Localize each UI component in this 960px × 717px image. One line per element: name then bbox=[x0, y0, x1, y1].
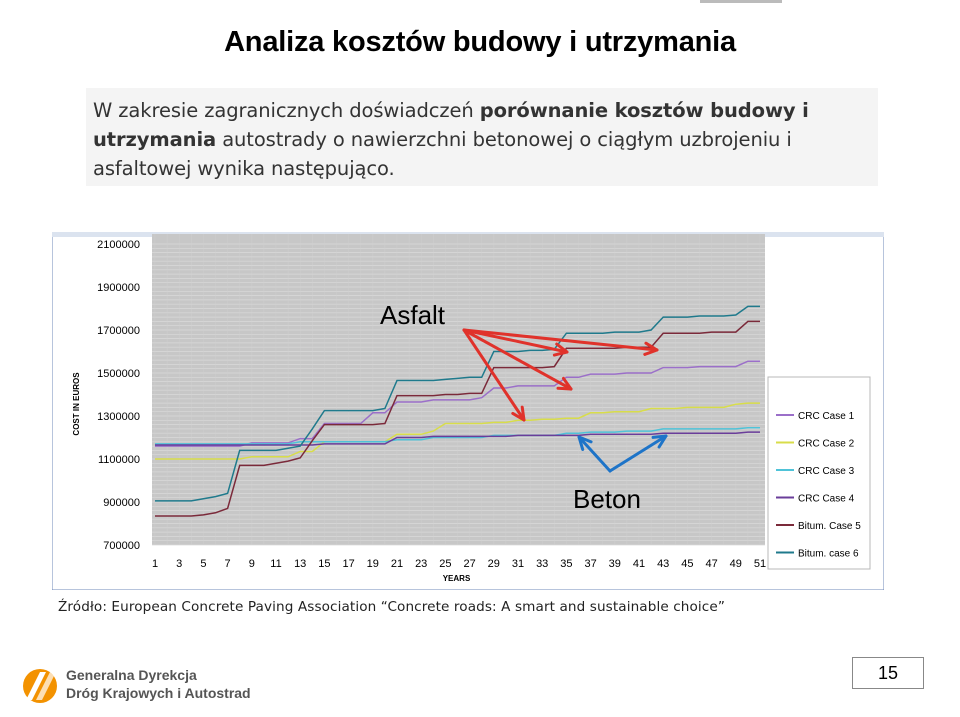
source-caption: Źródło: European Concrete Paving Associa… bbox=[58, 599, 725, 615]
x-tick-label: 25 bbox=[439, 558, 451, 570]
x-tick-label: 51 bbox=[754, 558, 766, 570]
arrow-red-4-head bbox=[511, 405, 526, 422]
logo-mark-icon bbox=[23, 669, 57, 703]
y-axis-label: COST IN EUROS bbox=[72, 372, 81, 436]
legend-label-crc4: CRC Case 4 bbox=[798, 494, 855, 505]
x-tick-label: 9 bbox=[249, 558, 255, 570]
x-tick-label: 35 bbox=[560, 558, 572, 570]
y-tick-label: 700000 bbox=[103, 540, 140, 552]
y-tick-label: 1300000 bbox=[97, 411, 140, 423]
series-line-crc1 bbox=[155, 360, 760, 447]
x-tick-label: 3 bbox=[176, 558, 182, 570]
series-line-crc3 bbox=[155, 427, 760, 445]
series-line-bitum5 bbox=[155, 320, 760, 517]
x-tick-label: 13 bbox=[294, 558, 306, 570]
x-tick-label: 23 bbox=[415, 558, 427, 570]
chart-container: 2100000 1900000 1700000 1500000 1300000 11000… bbox=[52, 232, 884, 590]
series-line-bitum6 bbox=[155, 305, 760, 502]
annotation-asfalt: Asfalt bbox=[380, 300, 446, 330]
arrow-blue-2 bbox=[608, 434, 668, 473]
x-tick-label: 39 bbox=[609, 558, 621, 570]
legend-label-bitum6: Bitum. case 6 bbox=[798, 549, 859, 560]
arrow-red-4 bbox=[462, 328, 526, 422]
x-tick-label: 33 bbox=[536, 558, 548, 570]
y-tick-label: 1900000 bbox=[97, 282, 140, 294]
x-tick-label: 15 bbox=[318, 558, 330, 570]
x-tick-label: 21 bbox=[391, 558, 403, 570]
logo-line1: Generalna Dyrekcja bbox=[66, 667, 197, 683]
arrow-red-1-head bbox=[552, 342, 569, 357]
x-tick-label: 45 bbox=[681, 558, 693, 570]
intro-text-part2: autostrady o nawierzchni betonowej o cią… bbox=[93, 128, 792, 180]
series-line-crc2 bbox=[155, 402, 760, 460]
plot-area bbox=[152, 234, 765, 545]
intro-box: W zakresie zagranicznych doświadczeń por… bbox=[86, 88, 878, 186]
legend-label-crc3: CRC Case 3 bbox=[798, 466, 855, 477]
y-tick-label: 1100000 bbox=[98, 454, 140, 466]
x-tick-label: 37 bbox=[584, 558, 596, 570]
intro-text-part1: W zakresie zagranicznych doświadczeń bbox=[93, 99, 480, 122]
intro-text-bold: porównanie kosztów budowy i utrzymania bbox=[93, 99, 809, 151]
logo-text: Generalna Dyrekcja Dróg Krajowych i Auto… bbox=[66, 666, 251, 702]
cost-chart: 2100000190000017000001500000130000011000… bbox=[52, 232, 884, 590]
x-tick-label: 11 bbox=[270, 558, 281, 570]
slide-title: Analiza kosztów budowy i utrzymania bbox=[224, 26, 736, 58]
x-tick-label: 17 bbox=[342, 558, 354, 570]
arrow-blue-1-head bbox=[577, 435, 593, 451]
x-tick-label: 47 bbox=[705, 558, 717, 570]
arrow-red-2-head bbox=[643, 341, 659, 356]
arrow-red-1 bbox=[462, 328, 569, 354]
series-line-crc4 bbox=[155, 431, 760, 446]
arrow-red-3 bbox=[462, 328, 573, 391]
y-tick-label: 2100000 bbox=[97, 239, 140, 251]
page-number: 15 bbox=[852, 657, 924, 689]
x-tick-label: 1 bbox=[152, 558, 158, 570]
legend-label-crc2: CRC Case 2 bbox=[798, 439, 855, 450]
x-axis-label: YEARS bbox=[443, 574, 471, 583]
arrow-blue-2-head bbox=[651, 434, 668, 449]
top-decor-bar bbox=[700, 0, 782, 3]
y-tick-label: 900000 bbox=[103, 497, 140, 509]
x-tick-label: 27 bbox=[463, 558, 475, 570]
legend-box bbox=[767, 376, 871, 570]
x-tick-label: 43 bbox=[657, 558, 669, 570]
legend-label-bitum5: Bitum. Case 5 bbox=[798, 521, 861, 532]
arrow-blue-1 bbox=[577, 435, 612, 473]
x-tick-label: 49 bbox=[730, 558, 742, 570]
arrow-red-2 bbox=[462, 328, 659, 352]
y-tick-label: 1500000 bbox=[97, 368, 140, 380]
x-tick-label: 29 bbox=[488, 558, 500, 570]
x-tick-label: 5 bbox=[200, 558, 206, 570]
y-tick-label: 1700000 bbox=[97, 325, 140, 337]
x-tick-label: 41 bbox=[633, 558, 645, 570]
x-tick-label: 7 bbox=[225, 558, 231, 570]
intro-text: W zakresie zagranicznych doświadczeń por… bbox=[86, 88, 878, 183]
legend-label-crc1: CRC Case 1 bbox=[798, 411, 855, 422]
x-tick-label: 19 bbox=[367, 558, 379, 570]
logo-line2: Dróg Krajowych i Autostrad bbox=[66, 685, 251, 701]
annotation-beton: Beton bbox=[573, 484, 641, 514]
x-tick-label: 31 bbox=[512, 558, 524, 570]
gddkia-logo: Generalna Dyrekcja Dróg Krajowych i Auto… bbox=[16, 660, 276, 710]
arrow-red-3-head bbox=[556, 376, 573, 391]
